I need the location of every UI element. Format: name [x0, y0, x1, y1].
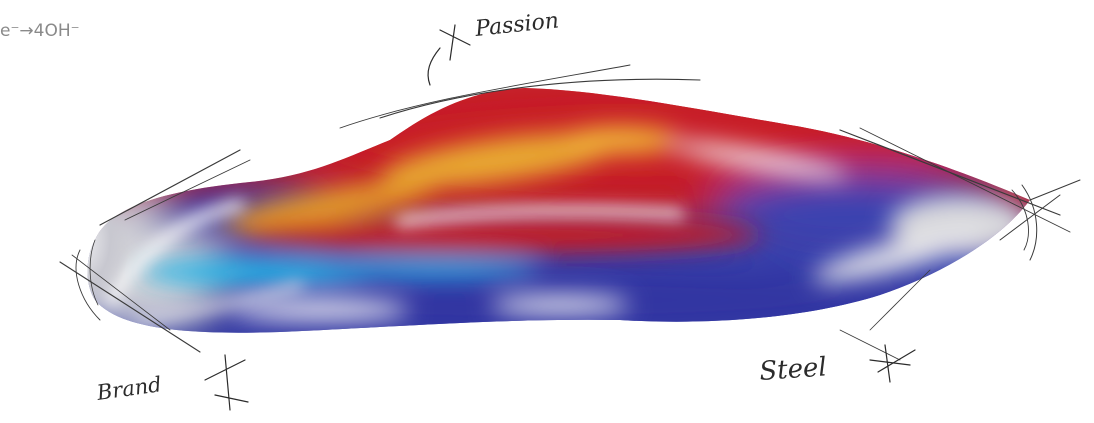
car-body	[87, 88, 1030, 333]
handwritten-marks	[204, 24, 916, 411]
formula-label: e⁻→4OH⁻	[0, 21, 80, 41]
sketch-lines	[59, 64, 1081, 361]
steel-label: Steel	[758, 352, 827, 387]
passion-label: Passion	[473, 8, 560, 42]
brand-label: Brand	[94, 372, 163, 405]
